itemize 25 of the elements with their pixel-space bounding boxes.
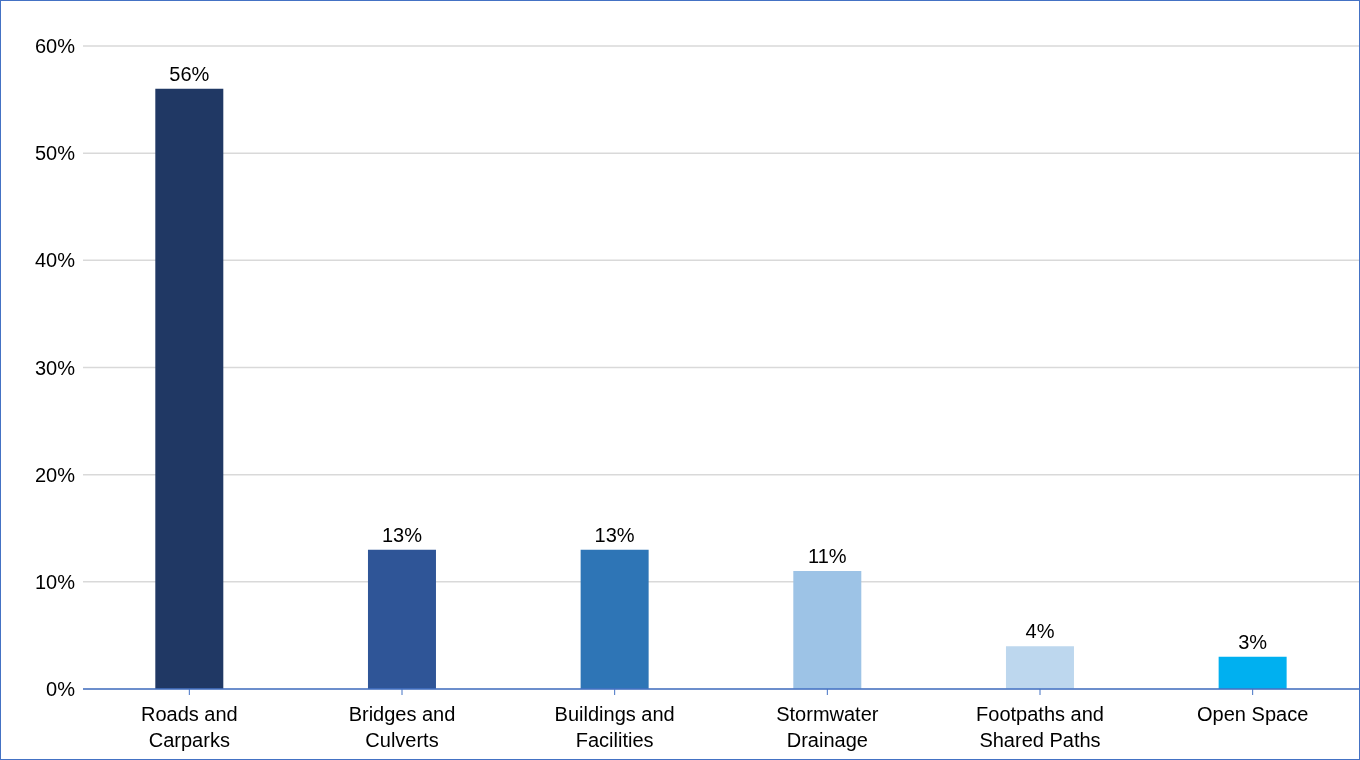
bar [1218, 656, 1287, 689]
bar [155, 88, 224, 689]
bar [367, 549, 436, 689]
bar [580, 549, 649, 689]
y-tick-label: 10% [34, 570, 76, 593]
y-tick-label: 20% [34, 463, 76, 486]
data-label: 3% [1238, 630, 1268, 653]
y-tick-label: 40% [34, 249, 76, 272]
data-label: 13% [594, 523, 635, 546]
x-tick-label: Roads and Carparks [140, 703, 238, 751]
y-tick-label: 0% [46, 678, 76, 701]
y-tick-label: 50% [34, 142, 76, 165]
data-label: 56% [169, 62, 210, 85]
data-label: 11% [808, 545, 847, 568]
bar [1005, 646, 1074, 689]
y-tick-label: 60% [34, 35, 76, 58]
bar [793, 571, 862, 689]
x-tick-label: Bridges and Culverts [348, 703, 456, 751]
x-tick-label: Open Space [1197, 703, 1309, 725]
data-label: 13% [381, 523, 423, 546]
x-tick-label: Stormwater Drainage [776, 703, 879, 751]
data-label: 4% [1025, 620, 1055, 643]
y-tick-label: 30% [34, 356, 76, 379]
x-tick-label: Buildings and Facilities [554, 703, 675, 751]
x-tick-label: Footpaths and Shared Paths [976, 703, 1104, 751]
